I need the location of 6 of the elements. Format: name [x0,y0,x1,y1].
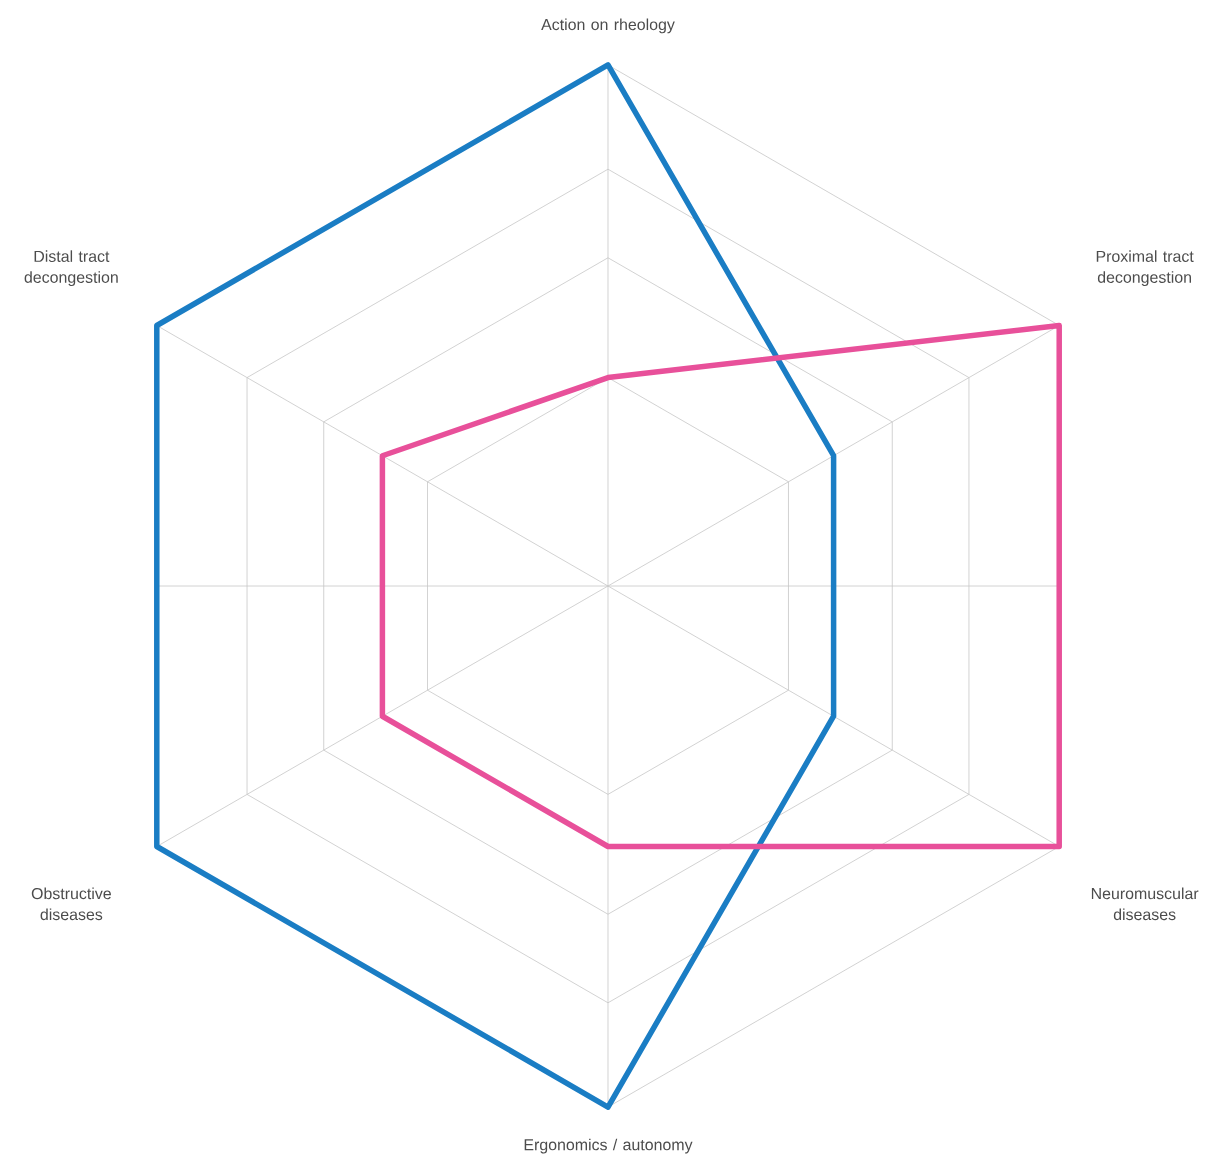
spoke-label: Neuromuscular diseases [1091,887,1199,921]
spoke-label: Obstructive diseases [31,887,111,921]
spoke-label: Proximal tract decongestion [1096,250,1194,287]
spoke-label: Distal tract decongestion [24,250,118,287]
spoke-label: Action on rheology [541,18,675,34]
spoke-label: Ergonomics / autonomy [524,1138,693,1154]
